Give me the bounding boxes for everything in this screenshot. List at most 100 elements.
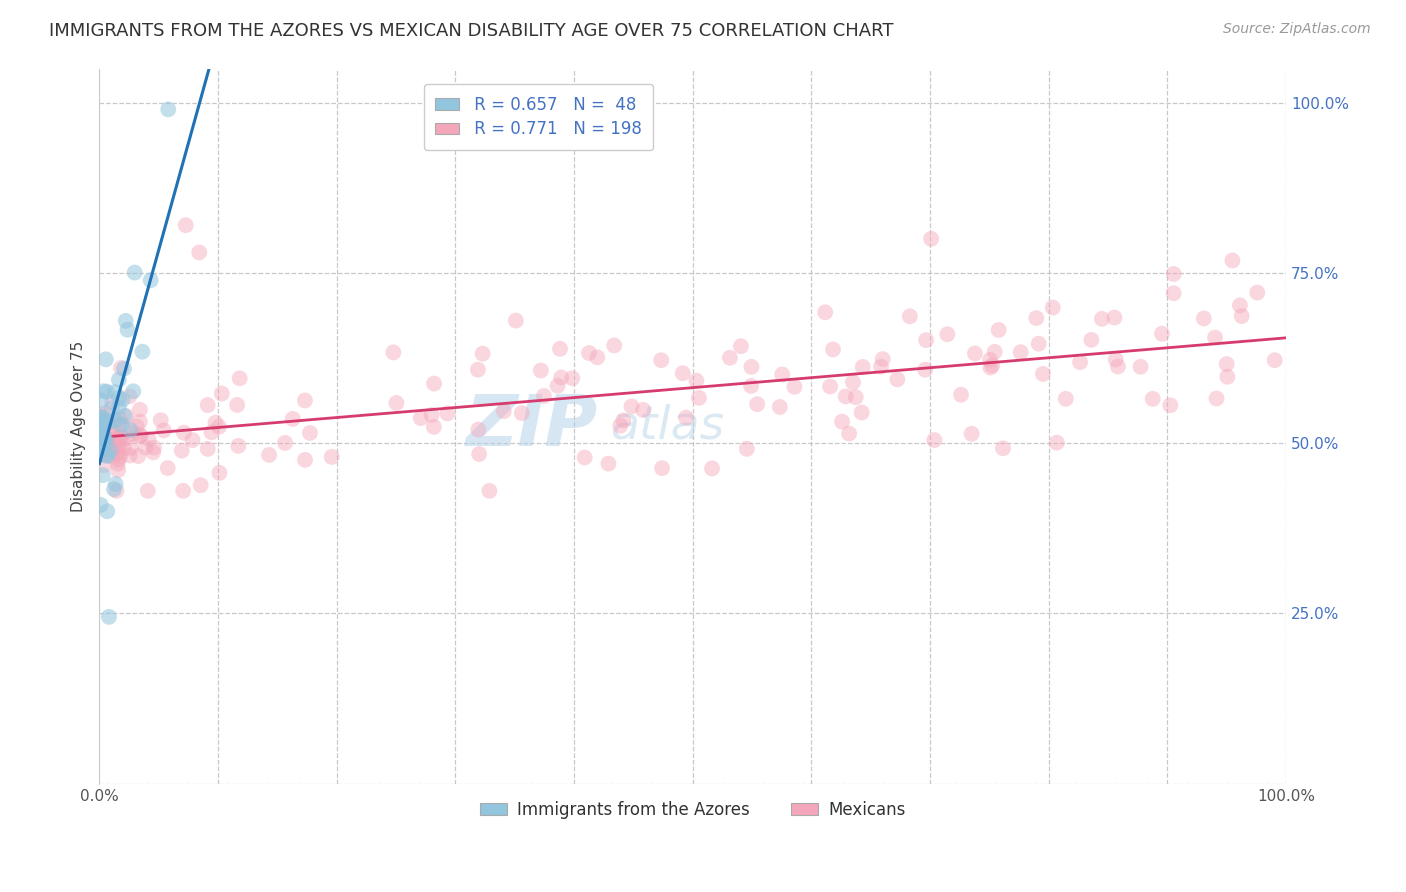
Point bbox=[118, 449, 141, 463]
Point bbox=[963, 346, 986, 360]
Point bbox=[104, 385, 127, 400]
Point bbox=[1046, 435, 1069, 450]
Point bbox=[821, 343, 844, 357]
Point bbox=[90, 413, 112, 427]
Point bbox=[90, 448, 112, 462]
Point bbox=[831, 415, 853, 429]
Point bbox=[603, 338, 626, 352]
Point bbox=[93, 431, 115, 445]
Point bbox=[120, 441, 142, 455]
Point bbox=[586, 351, 609, 365]
Point bbox=[211, 386, 233, 401]
Point bbox=[114, 314, 136, 328]
Point bbox=[924, 433, 946, 447]
Point bbox=[688, 391, 710, 405]
Point bbox=[96, 434, 118, 449]
Point bbox=[886, 372, 908, 386]
Point bbox=[129, 429, 152, 443]
Point bbox=[920, 232, 942, 246]
Point bbox=[852, 359, 875, 374]
Point bbox=[385, 396, 408, 410]
Point bbox=[1222, 253, 1244, 268]
Point bbox=[672, 366, 695, 380]
Point bbox=[90, 409, 112, 424]
Point bbox=[991, 442, 1014, 456]
Point bbox=[960, 426, 983, 441]
Point bbox=[91, 434, 114, 448]
Point bbox=[114, 409, 136, 423]
Point bbox=[1163, 267, 1185, 281]
Point bbox=[981, 359, 1004, 373]
Point bbox=[1104, 310, 1126, 325]
Point bbox=[274, 436, 297, 450]
Point bbox=[129, 402, 152, 417]
Point bbox=[936, 327, 959, 342]
Point bbox=[1163, 286, 1185, 301]
Point bbox=[124, 266, 146, 280]
Point bbox=[97, 438, 120, 452]
Point bbox=[1205, 392, 1227, 406]
Point bbox=[204, 416, 226, 430]
Point bbox=[104, 413, 127, 427]
Point bbox=[93, 415, 115, 429]
Point bbox=[112, 361, 135, 376]
Point bbox=[190, 478, 212, 492]
Point bbox=[718, 351, 741, 365]
Point bbox=[845, 390, 868, 404]
Point bbox=[436, 407, 458, 421]
Point bbox=[91, 424, 114, 438]
Point bbox=[110, 430, 132, 444]
Point bbox=[1042, 301, 1064, 315]
Point bbox=[131, 344, 153, 359]
Point bbox=[93, 431, 115, 445]
Point bbox=[94, 434, 117, 449]
Point bbox=[173, 425, 195, 440]
Point bbox=[949, 388, 972, 402]
Point bbox=[321, 450, 343, 464]
Point bbox=[139, 273, 162, 287]
Point bbox=[111, 392, 134, 407]
Point bbox=[101, 450, 124, 464]
Point bbox=[104, 477, 127, 491]
Point bbox=[675, 410, 697, 425]
Legend: Immigrants from the Azores, Mexicans: Immigrants from the Azores, Mexicans bbox=[474, 794, 912, 825]
Point bbox=[90, 417, 112, 432]
Point bbox=[90, 422, 112, 436]
Point bbox=[108, 391, 131, 405]
Point bbox=[979, 352, 1001, 367]
Point bbox=[468, 447, 491, 461]
Point bbox=[1069, 355, 1091, 369]
Point bbox=[1192, 311, 1215, 326]
Point bbox=[105, 446, 128, 460]
Point bbox=[96, 449, 118, 463]
Point bbox=[103, 482, 125, 496]
Point bbox=[510, 406, 533, 420]
Point bbox=[90, 442, 112, 457]
Point bbox=[96, 448, 118, 462]
Point bbox=[578, 346, 600, 360]
Point bbox=[91, 419, 114, 434]
Point bbox=[91, 431, 114, 445]
Point bbox=[129, 428, 152, 442]
Point bbox=[112, 442, 135, 456]
Point bbox=[188, 245, 211, 260]
Point bbox=[108, 412, 131, 426]
Point bbox=[294, 393, 316, 408]
Point bbox=[783, 380, 806, 394]
Point bbox=[101, 401, 124, 416]
Point bbox=[107, 417, 129, 432]
Point bbox=[298, 425, 321, 440]
Point bbox=[1091, 312, 1114, 326]
Point bbox=[598, 457, 620, 471]
Point bbox=[97, 416, 120, 430]
Point bbox=[98, 443, 121, 458]
Point bbox=[1129, 359, 1152, 374]
Point bbox=[257, 448, 280, 462]
Point bbox=[740, 359, 762, 374]
Point bbox=[420, 408, 443, 422]
Text: ZIP: ZIP bbox=[465, 392, 598, 460]
Point bbox=[1150, 326, 1173, 341]
Point bbox=[110, 449, 132, 463]
Point bbox=[152, 424, 174, 438]
Point bbox=[467, 423, 489, 437]
